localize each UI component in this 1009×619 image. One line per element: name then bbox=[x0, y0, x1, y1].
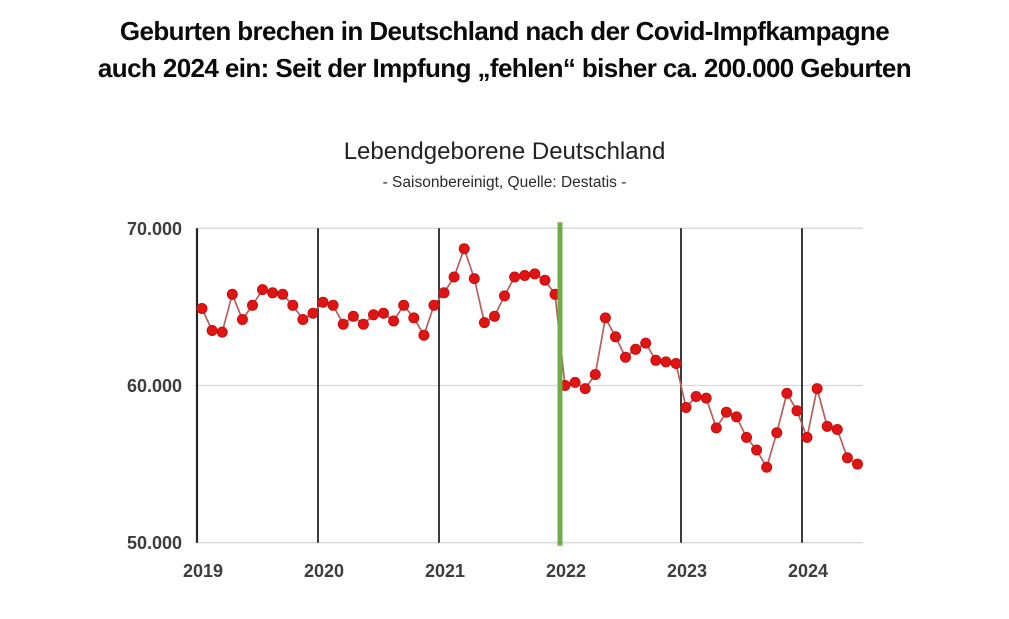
data-point bbox=[247, 299, 258, 311]
data-point bbox=[599, 312, 611, 324]
data-point bbox=[831, 424, 843, 435]
data-point bbox=[307, 307, 319, 319]
data-point bbox=[388, 315, 400, 327]
page-headline: Geburten brechen in Deutschland nach der… bbox=[0, 13, 1009, 87]
data-point bbox=[811, 383, 823, 395]
data-point bbox=[741, 431, 752, 443]
data-point bbox=[489, 310, 500, 322]
data-point bbox=[368, 309, 379, 321]
data-point bbox=[337, 318, 349, 330]
data-point bbox=[771, 427, 783, 439]
data-point bbox=[852, 458, 863, 470]
x-tick-labels: 2019 2020 2021 2022 2023 2024 bbox=[183, 561, 828, 581]
data-point bbox=[236, 314, 248, 325]
data-point bbox=[257, 284, 268, 296]
data-point bbox=[519, 270, 531, 281]
data-point bbox=[720, 406, 732, 418]
data-point bbox=[408, 312, 420, 324]
data-point bbox=[468, 273, 480, 285]
chart-subtitle: - Saisonbereinigt, Quelle: Destatis - bbox=[382, 174, 627, 191]
data-point bbox=[216, 326, 228, 338]
data-point bbox=[478, 317, 490, 329]
data-point bbox=[398, 299, 410, 311]
data-point bbox=[579, 383, 591, 395]
data-point bbox=[761, 461, 773, 473]
data-point bbox=[630, 343, 642, 355]
data-point bbox=[267, 287, 279, 299]
y-tick-label: 60.000 bbox=[127, 376, 182, 396]
x-tick-label: 2021 bbox=[425, 561, 465, 581]
data-point bbox=[226, 288, 238, 300]
y-tick-labels: 70.000 60.000 50.000 bbox=[127, 219, 182, 553]
x-tick-label: 2020 bbox=[304, 561, 344, 581]
chart-title: Lebendgeborene Deutschland bbox=[343, 138, 666, 165]
series-line bbox=[201, 246, 858, 470]
headline-line-2: auch 2024 ein: Seit der Impfung „fehlen“… bbox=[97, 53, 912, 83]
data-point bbox=[841, 452, 853, 464]
gridlines bbox=[195, 227, 863, 544]
data-point bbox=[438, 287, 450, 299]
data-point bbox=[499, 290, 510, 302]
data-points bbox=[196, 243, 863, 473]
data-point bbox=[640, 337, 652, 349]
data-point bbox=[539, 274, 551, 286]
data-point bbox=[791, 405, 803, 417]
data-point bbox=[277, 288, 289, 300]
data-point bbox=[690, 391, 702, 402]
data-point bbox=[347, 310, 359, 322]
data-point bbox=[610, 331, 621, 343]
year-lines bbox=[195, 228, 803, 543]
data-point bbox=[378, 307, 389, 319]
data-point bbox=[206, 325, 218, 336]
data-point bbox=[509, 271, 521, 283]
data-point bbox=[650, 354, 662, 366]
data-point bbox=[448, 271, 460, 283]
x-tick-label: 2022 bbox=[546, 561, 586, 581]
y-tick-label: 50.000 bbox=[127, 533, 182, 553]
data-point bbox=[196, 303, 208, 314]
data-point bbox=[357, 318, 369, 330]
data-point bbox=[317, 296, 329, 308]
data-point bbox=[297, 314, 309, 325]
y-tick-label: 70.000 bbox=[127, 219, 182, 239]
data-point bbox=[751, 444, 763, 456]
data-point bbox=[731, 411, 742, 423]
data-point bbox=[589, 369, 601, 380]
data-point bbox=[660, 356, 672, 368]
data-point bbox=[620, 351, 631, 363]
data-point bbox=[801, 431, 813, 443]
headline-line-1: Geburten brechen in Deutschland nach der… bbox=[119, 16, 890, 46]
data-point bbox=[327, 299, 339, 311]
data-point bbox=[700, 392, 712, 404]
data-point bbox=[670, 358, 682, 369]
data-point bbox=[287, 299, 299, 311]
data-point bbox=[821, 420, 833, 432]
data-point bbox=[569, 376, 581, 388]
data-point bbox=[710, 422, 722, 434]
data-point bbox=[428, 299, 440, 311]
x-tick-label: 2019 bbox=[183, 561, 223, 581]
data-point bbox=[418, 329, 430, 341]
data-point bbox=[529, 268, 541, 280]
x-tick-label: 2024 bbox=[788, 561, 828, 581]
data-point bbox=[781, 387, 793, 399]
x-tick-label: 2023 bbox=[667, 561, 707, 581]
data-point bbox=[680, 402, 692, 413]
data-point bbox=[458, 243, 470, 255]
